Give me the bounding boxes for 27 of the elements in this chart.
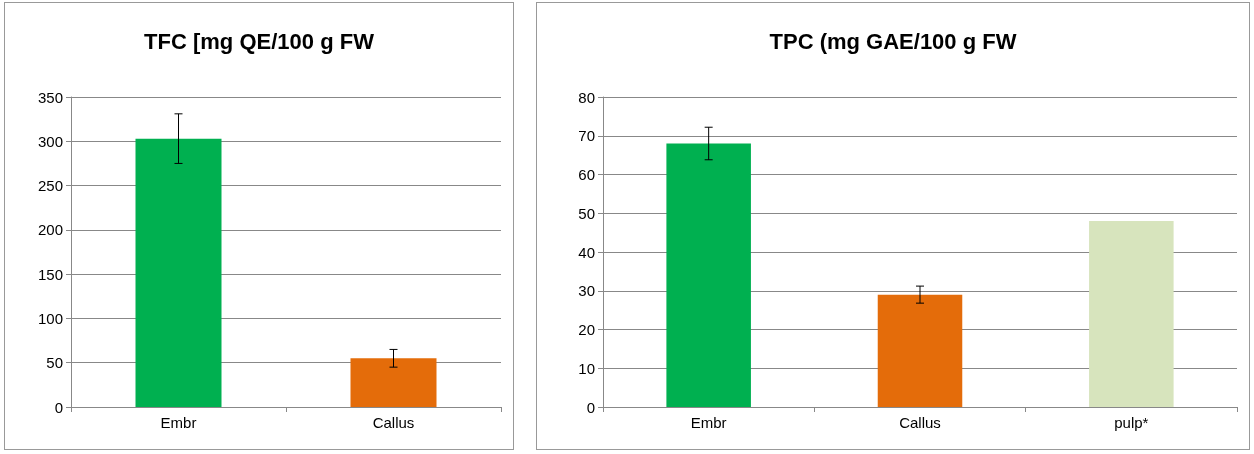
y-tick-label: 20 <box>578 321 595 338</box>
x-tick-label: Embr <box>690 414 727 431</box>
y-tick-label: 350 <box>37 88 63 106</box>
y-tick-label: 200 <box>37 221 63 239</box>
y-tick-label: 50 <box>578 204 595 222</box>
y-tick-label: 10 <box>578 359 595 377</box>
bar <box>1089 221 1174 407</box>
y-tick-label: 80 <box>578 88 595 106</box>
y-tick-label: 40 <box>578 243 595 261</box>
chart-title: TPC (mg GAE/100 g FW <box>769 28 1017 54</box>
y-tick-label: 0 <box>54 398 63 416</box>
chart-title: TFC [mg QE/100 g FW <box>144 28 375 54</box>
y-tick-label: 50 <box>46 354 63 372</box>
y-tick-label: 70 <box>578 127 595 145</box>
y-tick-label: 60 <box>578 166 595 183</box>
y-tick-label: 300 <box>37 132 63 150</box>
y-tick-label: 30 <box>578 282 595 300</box>
y-tick-label: 100 <box>37 309 63 327</box>
bar <box>877 294 963 407</box>
x-tick-label: pulp* <box>1114 414 1149 431</box>
y-tick-label: 0 <box>586 398 595 416</box>
bar <box>666 143 751 407</box>
y-tick-label: 250 <box>37 177 63 195</box>
x-tick-label: Callus <box>372 414 415 431</box>
y-tick-label: 150 <box>37 265 63 283</box>
x-tick-label: Callus <box>899 414 941 431</box>
x-tick-label: Embr <box>160 414 197 431</box>
